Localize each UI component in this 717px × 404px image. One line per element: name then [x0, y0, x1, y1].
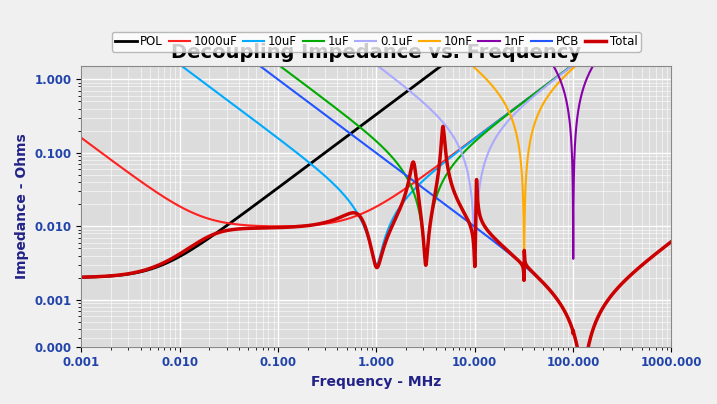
POL [452, 52, 460, 57]
Line: 1000uF: 1000uF [82, 0, 671, 226]
Y-axis label: Impedance - Ohms: Impedance - Ohms [15, 134, 29, 280]
1000uF [515, 103, 523, 108]
Total [439, 124, 447, 129]
Total [546, 288, 554, 293]
PCB [546, 288, 554, 293]
PCB [667, 239, 675, 244]
POL [107, 274, 115, 278]
Title: Decoupling Impedance vs. Frequency: Decoupling Impedance vs. Frequency [171, 43, 581, 62]
1uF [546, 80, 554, 84]
POL [77, 275, 86, 280]
1000uF [452, 149, 460, 154]
10nF [514, 143, 523, 148]
Line: 1uF: 1uF [82, 0, 671, 265]
1uF [426, 219, 435, 224]
Total [452, 195, 460, 200]
10nF [546, 90, 554, 95]
PCB [514, 259, 523, 263]
Line: 10nF: 10nF [82, 0, 671, 265]
PCB [452, 210, 460, 215]
10uF [290, 149, 299, 154]
Total [107, 274, 115, 278]
Line: 0.1uF: 0.1uF [82, 0, 671, 265]
Legend: POL, 1000uF, 10uF, 1uF, 0.1uF, 10nF, 1nF, PCB, Total: POL, 1000uF, 10uF, 1uF, 0.1uF, 10nF, 1nF… [112, 32, 641, 52]
1nF [546, 58, 554, 63]
0.1uF [290, 1, 299, 6]
Total [579, 371, 587, 376]
Total [667, 239, 675, 244]
POL [290, 173, 299, 178]
10uF [107, 11, 115, 15]
1uF [515, 103, 523, 108]
0.1uF [452, 139, 460, 144]
POL [514, 6, 523, 11]
Line: 10uF: 10uF [82, 0, 671, 265]
10nF [452, 50, 460, 55]
10nF [520, 262, 528, 267]
1000uF [107, 158, 115, 162]
Line: PCB: PCB [82, 0, 671, 373]
Total [515, 259, 523, 263]
1uF [290, 75, 299, 80]
Line: 1nF: 1nF [82, 0, 671, 259]
10nF [426, 29, 435, 34]
1000uF [77, 135, 86, 140]
1000uF [546, 80, 554, 84]
PCB [579, 371, 587, 376]
1nF [569, 257, 578, 261]
10uF [515, 103, 523, 108]
0.1uF [515, 107, 523, 112]
0.1uF [470, 262, 479, 267]
10uF [372, 262, 381, 267]
Total [290, 224, 299, 229]
10uF [426, 172, 435, 177]
10uF [452, 150, 460, 155]
1nF [514, 24, 523, 29]
10uF [546, 80, 554, 84]
Total [77, 275, 86, 280]
1000uF [426, 168, 435, 173]
PCB [290, 90, 299, 95]
0.1uF [426, 107, 435, 112]
Total [426, 220, 435, 225]
0.1uF [546, 80, 554, 85]
1uF [452, 158, 460, 163]
Line: Total: Total [82, 126, 671, 373]
1000uF [274, 224, 282, 229]
1uF [422, 262, 430, 267]
PCB [426, 191, 435, 196]
POL [426, 72, 435, 76]
1000uF [290, 223, 299, 228]
Line: POL: POL [82, 0, 671, 277]
X-axis label: Frequency - MHz: Frequency - MHz [311, 375, 442, 389]
